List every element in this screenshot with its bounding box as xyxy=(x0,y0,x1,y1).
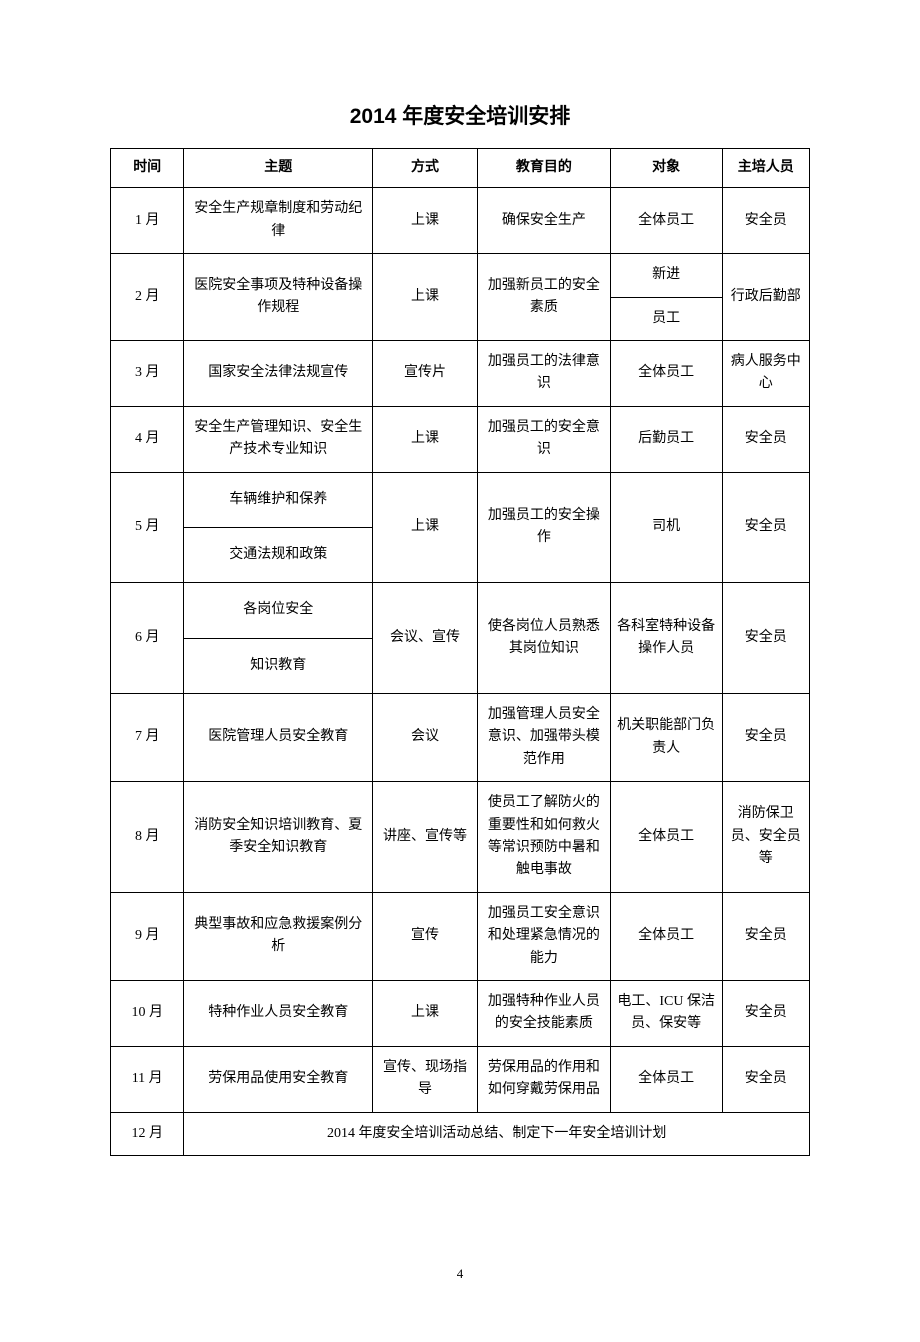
cell-purpose: 使员工了解防火的重要性和如何救火等常识预防中暑和触电事故 xyxy=(477,782,610,893)
cell-topic: 典型事故和应急救援案例分析 xyxy=(184,892,373,980)
cell-topic: 国家安全法律法规宣传 xyxy=(184,340,373,406)
cell-trainer: 消防保卫员、安全员等 xyxy=(722,782,809,893)
table-row: 8 月 消防安全知识培训教育、夏季安全知识教育 讲座、宣传等 使员工了解防火的重… xyxy=(111,782,810,893)
cell-time: 5 月 xyxy=(111,472,184,583)
cell-topic: 安全生产规章制度和劳动纪律 xyxy=(184,188,373,254)
cell-target: 后勤员工 xyxy=(610,406,722,472)
cell-trainer: 行政后勤部 xyxy=(722,254,809,341)
cell-purpose: 加强新员工的安全素质 xyxy=(477,254,610,341)
cell-trainer: 病人服务中心 xyxy=(722,340,809,406)
cell-method: 上课 xyxy=(373,406,478,472)
cell-time: 3 月 xyxy=(111,340,184,406)
cell-purpose: 加强员工的安全操作 xyxy=(477,472,610,583)
cell-purpose: 加强特种作业人员的安全技能素质 xyxy=(477,980,610,1046)
cell-summary: 2014 年度安全培训活动总结、制定下一年安全培训计划 xyxy=(184,1112,810,1155)
cell-method: 会议、宣传 xyxy=(373,583,478,694)
cell-topic: 医院管理人员安全教育 xyxy=(184,694,373,782)
cell-purpose: 劳保用品的作用和如何穿戴劳保用品 xyxy=(477,1046,610,1112)
cell-target: 各科室特种设备操作人员 xyxy=(610,583,722,694)
table-row: 5 月 车辆维护和保养 交通法规和政策 上课 加强员工的安全操作 司机 安全员 xyxy=(111,472,810,583)
table-row: 4 月 安全生产管理知识、安全生产技术专业知识 上课 加强员工的安全意识 后勤员… xyxy=(111,406,810,472)
cell-trainer: 安全员 xyxy=(722,892,809,980)
training-schedule-table: 时间 主题 方式 教育目的 对象 主培人员 1 月 安全生产规章制度和劳动纪律 … xyxy=(110,148,810,1156)
table-row: 10 月 特种作业人员安全教育 上课 加强特种作业人员的安全技能素质 电工、IC… xyxy=(111,980,810,1046)
cell-topic-split: 车辆维护和保养 交通法规和政策 xyxy=(184,472,373,583)
cell-method: 宣传、现场指导 xyxy=(373,1046,478,1112)
cell-trainer: 安全员 xyxy=(722,406,809,472)
table-row: 11 月 劳保用品使用安全教育 宣传、现场指导 劳保用品的作用和如何穿戴劳保用品… xyxy=(111,1046,810,1112)
cell-topic-bottom: 知识教育 xyxy=(184,639,372,693)
cell-method: 讲座、宣传等 xyxy=(373,782,478,893)
cell-purpose: 加强员工的安全意识 xyxy=(477,406,610,472)
cell-purpose: 加强员工的法律意识 xyxy=(477,340,610,406)
cell-target-split: 新进 员工 xyxy=(610,254,722,341)
col-trainer: 主培人员 xyxy=(722,149,809,188)
cell-topic: 医院安全事项及特种设备操作规程 xyxy=(184,254,373,341)
cell-method: 上课 xyxy=(373,472,478,583)
cell-target: 全体员工 xyxy=(610,782,722,893)
cell-purpose: 确保安全生产 xyxy=(477,188,610,254)
cell-topic-top: 车辆维护和保养 xyxy=(184,473,372,528)
cell-topic: 消防安全知识培训教育、夏季安全知识教育 xyxy=(184,782,373,893)
cell-time: 7 月 xyxy=(111,694,184,782)
table-row: 6 月 各岗位安全 知识教育 会议、宣传 使各岗位人员熟悉其岗位知识 各科室特种… xyxy=(111,583,810,694)
cell-time: 2 月 xyxy=(111,254,184,341)
cell-method: 宣传片 xyxy=(373,340,478,406)
cell-target: 电工、ICU 保洁员、保安等 xyxy=(610,980,722,1046)
cell-target: 全体员工 xyxy=(610,1046,722,1112)
cell-target: 全体员工 xyxy=(610,188,722,254)
cell-target: 司机 xyxy=(610,472,722,583)
cell-topic: 特种作业人员安全教育 xyxy=(184,980,373,1046)
cell-method: 上课 xyxy=(373,980,478,1046)
col-purpose: 教育目的 xyxy=(477,149,610,188)
cell-target-bottom: 员工 xyxy=(611,298,722,340)
table-row: 2 月 医院安全事项及特种设备操作规程 上课 加强新员工的安全素质 新进 员工 … xyxy=(111,254,810,341)
cell-time: 10 月 xyxy=(111,980,184,1046)
cell-topic-split: 各岗位安全 知识教育 xyxy=(184,583,373,694)
cell-topic-bottom: 交通法规和政策 xyxy=(184,528,372,582)
cell-time: 11 月 xyxy=(111,1046,184,1112)
table-header-row: 时间 主题 方式 教育目的 对象 主培人员 xyxy=(111,149,810,188)
cell-trainer: 安全员 xyxy=(722,980,809,1046)
cell-topic-top: 各岗位安全 xyxy=(184,583,372,638)
cell-purpose: 加强员工安全意识和处理紧急情况的能力 xyxy=(477,892,610,980)
cell-purpose: 使各岗位人员熟悉其岗位知识 xyxy=(477,583,610,694)
page-title: 2014 年度安全培训安排 xyxy=(110,100,810,130)
cell-trainer: 安全员 xyxy=(722,1046,809,1112)
table-row: 12 月 2014 年度安全培训活动总结、制定下一年安全培训计划 xyxy=(111,1112,810,1155)
cell-time: 4 月 xyxy=(111,406,184,472)
cell-time: 8 月 xyxy=(111,782,184,893)
cell-target-top: 新进 xyxy=(611,254,722,297)
table-row: 1 月 安全生产规章制度和劳动纪律 上课 确保安全生产 全体员工 安全员 xyxy=(111,188,810,254)
cell-method: 会议 xyxy=(373,694,478,782)
cell-method: 宣传 xyxy=(373,892,478,980)
cell-target: 机关职能部门负责人 xyxy=(610,694,722,782)
cell-time: 12 月 xyxy=(111,1112,184,1155)
cell-time: 6 月 xyxy=(111,583,184,694)
cell-trainer: 安全员 xyxy=(722,472,809,583)
col-time: 时间 xyxy=(111,149,184,188)
cell-target: 全体员工 xyxy=(610,892,722,980)
cell-topic: 安全生产管理知识、安全生产技术专业知识 xyxy=(184,406,373,472)
cell-time: 9 月 xyxy=(111,892,184,980)
cell-time: 1 月 xyxy=(111,188,184,254)
cell-trainer: 安全员 xyxy=(722,188,809,254)
cell-method: 上课 xyxy=(373,254,478,341)
table-row: 9 月 典型事故和应急救援案例分析 宣传 加强员工安全意识和处理紧急情况的能力 … xyxy=(111,892,810,980)
cell-target: 全体员工 xyxy=(610,340,722,406)
cell-trainer: 安全员 xyxy=(722,694,809,782)
col-target: 对象 xyxy=(610,149,722,188)
table-row: 3 月 国家安全法律法规宣传 宣传片 加强员工的法律意识 全体员工 病人服务中心 xyxy=(111,340,810,406)
col-method: 方式 xyxy=(373,149,478,188)
cell-method: 上课 xyxy=(373,188,478,254)
cell-topic: 劳保用品使用安全教育 xyxy=(184,1046,373,1112)
table-row: 7 月 医院管理人员安全教育 会议 加强管理人员安全意识、加强带头模范作用 机关… xyxy=(111,694,810,782)
cell-trainer: 安全员 xyxy=(722,583,809,694)
col-topic: 主题 xyxy=(184,149,373,188)
cell-purpose: 加强管理人员安全意识、加强带头模范作用 xyxy=(477,694,610,782)
page-number: 4 xyxy=(110,1266,810,1282)
